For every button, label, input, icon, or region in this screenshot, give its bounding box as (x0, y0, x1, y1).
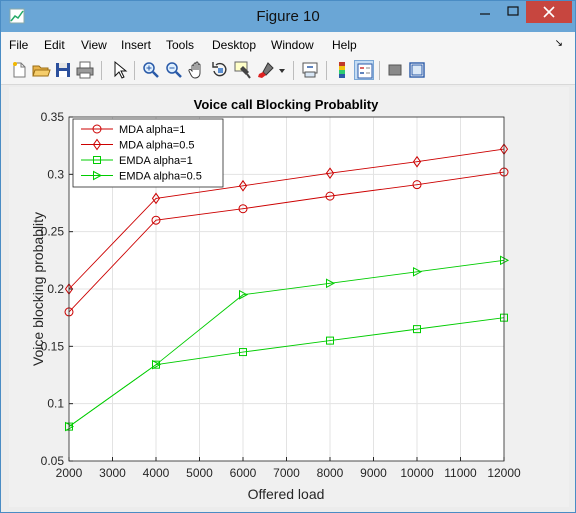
x-tick-label: 2000 (56, 466, 83, 480)
x-tick-label: 7000 (273, 466, 300, 480)
legend-entry-label: EMDA alpha=0.5 (119, 171, 202, 183)
legend-icon[interactable] (354, 60, 374, 80)
window-title: Figure 10 (256, 8, 320, 25)
close-button[interactable] (526, 1, 572, 23)
data-point (326, 336, 334, 345)
y-tick-label: 0.1 (47, 397, 64, 411)
data-point (151, 215, 161, 225)
y-tick-label: 0.3 (47, 167, 64, 181)
figure-canvas: 2000 3000 4000 5000 6000 7000 8000 9000 10000 110… (9, 87, 569, 507)
x-tick-label: 9000 (360, 466, 387, 480)
y-tick-label: 0.15 (41, 339, 65, 353)
menu-view[interactable]: View (81, 38, 107, 52)
save-icon[interactable] (53, 60, 73, 80)
legend-swatch-marker (92, 138, 102, 151)
line-chart[interactable]: 2000 3000 4000 5000 6000 7000 8000 9000 10000 110… (9, 87, 569, 507)
legend-swatch-marker (93, 156, 101, 164)
data-point (151, 192, 161, 205)
y-tick-label: 0.35 (41, 110, 65, 124)
x-tick-label: 10000 (400, 466, 434, 480)
open-file-icon[interactable] (31, 60, 51, 80)
menu-help[interactable]: Help (332, 38, 357, 52)
toolbar-separator (134, 61, 135, 80)
edit-plot-icon[interactable] (109, 60, 129, 80)
show-plot-tools-icon[interactable] (407, 60, 427, 80)
x-tick-label: 6000 (230, 466, 257, 480)
legend-entry-label: MDA alpha=1 (119, 124, 185, 136)
x-tick-label: 8000 (317, 466, 344, 480)
x-axis-label: Offered load (248, 486, 325, 502)
menu-bar: File Edit View Insert Tools Desktop Wind… (1, 32, 575, 56)
y-tick-label: 0.25 (41, 225, 65, 239)
toolbar-separator (293, 61, 294, 80)
toolbar-separator (379, 61, 380, 80)
data-point (239, 348, 247, 357)
figure-toolbar (1, 56, 575, 85)
x-tick-label: 5000 (186, 466, 213, 480)
toolbar-separator (101, 61, 102, 80)
legend-entry-label: MDA alpha=0.5 (119, 140, 195, 152)
data-cursor-icon[interactable] (233, 60, 253, 80)
series-line (68, 171, 505, 313)
menu-tools[interactable]: Tools (166, 38, 195, 52)
series-2[interactable] (64, 143, 509, 295)
y-axis-label: Voice blocking probablity (30, 212, 46, 366)
legend-swatch-marker (93, 170, 103, 181)
matlab-figure-icon (9, 8, 25, 24)
data-point (325, 167, 335, 180)
menu-window[interactable]: Window (271, 38, 314, 52)
dock-arrow-icon[interactable]: ↘ (554, 38, 563, 49)
y-tick-label: 0.2 (47, 282, 64, 296)
data-point (412, 180, 422, 190)
data-point (325, 191, 335, 201)
y-tick-label: 0.05 (41, 454, 65, 468)
data-point (413, 325, 421, 334)
data-point (239, 289, 249, 300)
pan-icon[interactable] (187, 60, 207, 80)
data-point (412, 155, 422, 168)
data-point (238, 179, 248, 192)
legend-entry-label: EMDA alpha=1 (119, 155, 193, 167)
legend-swatch-marker (92, 124, 102, 134)
series-line (68, 259, 505, 427)
zoom-in-icon[interactable] (141, 60, 161, 80)
x-tick-label: 4000 (143, 466, 170, 480)
menu-insert[interactable]: Insert (121, 38, 152, 52)
menu-file[interactable]: File (9, 38, 29, 52)
chart-title: Voice call Blocking Probablity (194, 97, 379, 112)
new-figure-icon[interactable] (9, 60, 29, 80)
legend[interactable]: MDA alpha=1 MDA alpha=0.5 EMDA alpha=1 EMDA… (72, 118, 224, 188)
colorbar-icon[interactable] (332, 60, 352, 80)
menu-desktop[interactable]: Desktop (212, 38, 257, 52)
brush-dropdown-icon[interactable] (277, 60, 287, 80)
maximize-button[interactable] (499, 1, 527, 23)
minimize-button[interactable] (471, 1, 499, 23)
series-line (68, 148, 505, 290)
hide-plot-tools-icon[interactable] (385, 60, 405, 80)
data-point (152, 359, 162, 370)
toolbar-separator (326, 61, 327, 80)
print-icon[interactable] (75, 60, 95, 80)
title-bar[interactable]: Figure 10 (1, 1, 575, 32)
data-point (413, 266, 423, 277)
tick-layer: 2000 3000 4000 5000 6000 7000 8000 9000 10000 110… (41, 110, 521, 480)
data-point (326, 278, 336, 289)
x-tick-label: 12000 (487, 466, 521, 480)
zoom-out-icon[interactable] (164, 60, 184, 80)
data-point (238, 204, 248, 214)
menu-edit[interactable]: Edit (44, 38, 65, 52)
x-tick-label: 11000 (444, 466, 477, 480)
brush-icon[interactable] (256, 60, 276, 80)
link-plot-icon[interactable] (300, 60, 320, 80)
rotate-3d-icon[interactable] (210, 60, 230, 80)
x-tick-label: 3000 (99, 466, 126, 480)
